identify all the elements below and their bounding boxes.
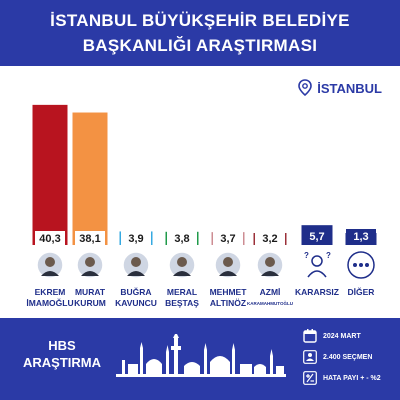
value-label: 5,7 <box>309 231 324 243</box>
value-label: 3,7 <box>220 233 235 245</box>
category-label-line-1: BUĞRA <box>120 286 151 297</box>
category-label-line-1: EKREM <box>35 287 66 297</box>
dot-icon <box>353 263 357 267</box>
plus-minus-icon <box>303 371 317 385</box>
category-label-line-1: MEHMET <box>210 287 248 297</box>
category-label-line-1: DİĞER <box>348 286 375 297</box>
face-icon <box>177 257 187 267</box>
value-label: 1,3 <box>353 231 368 243</box>
face-icon <box>45 257 55 267</box>
category-label-line-1: AZMİ <box>260 287 281 297</box>
face-icon <box>223 257 233 267</box>
value-label: 3,2 <box>262 233 277 245</box>
margin-info: HATA PAYI + - %2 <box>303 368 381 388</box>
dot-icon <box>365 263 369 267</box>
brand-logo: HBS ARAŞTIRMA <box>14 337 110 371</box>
sample-text: 2.400 SEÇMEN <box>323 353 373 361</box>
category-label-line-2: KARAMAHMUTOĞLU <box>247 299 293 306</box>
map-pin-icon <box>298 79 313 97</box>
shoulders-icon <box>127 271 145 276</box>
location-tag: İSTANBUL <box>297 78 382 98</box>
shoulders-icon <box>81 271 99 276</box>
shoulders-icon <box>261 271 279 276</box>
question-mark-icon: ? <box>326 251 331 260</box>
value-label: 40,3 <box>39 233 60 245</box>
people-icon <box>303 350 317 364</box>
category-label-line-2: İMAMOĞLU <box>26 297 73 308</box>
shoulders-icon <box>173 271 191 276</box>
undecided-person-icon <box>311 255 323 267</box>
undecided-body-icon <box>307 270 327 278</box>
face-icon <box>85 257 95 267</box>
category-label-line-2: ALTINÖZ <box>210 298 246 308</box>
brand-line-2: ARAŞTIRMA <box>23 355 101 370</box>
value-box <box>35 231 65 245</box>
value-label: 3,9 <box>128 233 143 245</box>
margin-text: HATA PAYI + - %2 <box>323 374 381 382</box>
value-box <box>346 229 376 243</box>
dot-icon <box>359 263 363 267</box>
date-text: 2024 MART <box>323 332 361 340</box>
location-label: İSTANBUL <box>317 80 382 96</box>
istanbul-skyline-icon <box>116 334 286 377</box>
value-box <box>121 231 151 245</box>
face-icon <box>265 257 275 267</box>
shoulders-icon <box>219 271 237 276</box>
sample-info: 2.400 SEÇMEN <box>303 347 372 367</box>
value-box <box>255 231 285 245</box>
title-line-1: İSTANBUL BÜYÜKŞEHİR BELEDİYE <box>50 11 350 30</box>
category-label-line-2: KURUM <box>74 298 106 308</box>
category-label-line-2: BEŞTAŞ <box>165 298 199 308</box>
bar-chart: 40,3EKREMİMAMOĞLU38,1MURATKURUM3,9BUĞRAK… <box>26 104 377 308</box>
face-icon <box>131 257 141 267</box>
value-label: 38,1 <box>79 233 100 245</box>
bar <box>32 104 68 245</box>
footer-banner <box>0 318 400 400</box>
header-banner: İSTANBUL BÜYÜKŞEHİR BELEDİYE BAŞKANLIĞI … <box>0 0 400 66</box>
value-box <box>167 231 197 245</box>
value-box <box>213 231 243 245</box>
bar <box>72 112 108 246</box>
category-label-line-1: MURAT <box>75 287 106 297</box>
calendar-icon <box>303 329 317 343</box>
question-mark-icon: ? <box>304 251 309 260</box>
title-line-2: BAŞKANLIĞI ARAŞTIRMASI <box>82 36 318 55</box>
brand-line-1: HBS <box>48 338 76 353</box>
value-label: 3,8 <box>174 233 189 245</box>
shoulders-icon <box>41 271 59 276</box>
category-label-line-1: KARARSIZ <box>295 287 339 297</box>
date-info: 2024 MART <box>303 326 361 346</box>
value-box <box>302 229 332 243</box>
category-label-line-1: MERAL <box>167 287 197 297</box>
category-label-line-2: KAVUNCU <box>115 298 157 308</box>
value-box <box>75 231 105 245</box>
more-dots-icon <box>347 251 375 279</box>
